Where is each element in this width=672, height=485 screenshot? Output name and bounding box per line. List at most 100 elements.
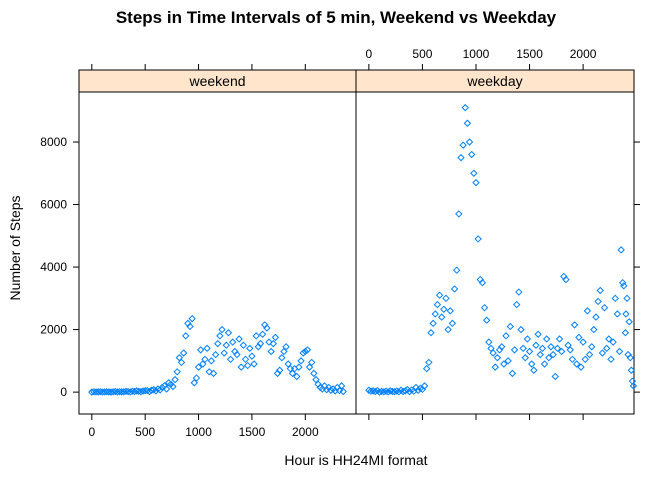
data-point <box>440 305 448 313</box>
data-point <box>517 325 525 334</box>
data-point <box>448 319 457 328</box>
data-point <box>583 307 592 315</box>
data-point <box>542 335 551 343</box>
data-point <box>337 382 346 390</box>
chart-title: Steps in Time Intervals of 5 min, Weeken… <box>116 8 557 27</box>
panel-frame-weekday <box>355 91 635 415</box>
data-point <box>243 361 252 370</box>
data-point <box>371 387 379 396</box>
data-point <box>231 347 239 356</box>
data-point <box>214 339 222 348</box>
data-point <box>314 380 322 389</box>
data-point <box>510 346 519 354</box>
data-point <box>627 366 636 374</box>
data-point <box>184 319 192 328</box>
x-tick-label: 500 <box>412 47 432 61</box>
data-point <box>318 385 327 393</box>
data-point <box>207 357 216 365</box>
data-point <box>310 369 318 378</box>
data-point <box>386 387 394 395</box>
data-point <box>307 358 316 367</box>
data-point <box>173 368 181 376</box>
data-point <box>269 339 277 348</box>
data-point <box>596 286 604 295</box>
data-point <box>623 294 631 303</box>
y-tick-label: 4000 <box>40 260 67 274</box>
data-point <box>472 178 480 187</box>
data-point <box>235 335 243 343</box>
data-point <box>506 322 514 331</box>
y-tick-label: 8000 <box>40 135 67 149</box>
data-point <box>282 343 290 351</box>
data-point <box>280 347 288 356</box>
data-point <box>433 300 442 309</box>
data-point <box>194 363 203 371</box>
data-point <box>293 372 301 381</box>
x-tick-label: 0 <box>88 425 95 439</box>
data-point <box>575 333 583 342</box>
data-point <box>602 344 611 353</box>
data-point <box>495 346 504 354</box>
data-point <box>216 332 224 340</box>
data-point <box>626 354 634 362</box>
data-point <box>162 385 171 393</box>
data-point <box>592 313 600 321</box>
data-point <box>530 366 538 374</box>
data-point <box>619 278 627 287</box>
data-point <box>568 355 577 363</box>
data-point <box>487 344 495 353</box>
data-point <box>224 329 233 337</box>
data-point <box>226 355 235 363</box>
x-tick-label: 1000 <box>463 47 490 61</box>
data-point <box>547 343 555 351</box>
data-point <box>425 358 433 367</box>
panel-strip-label: weekday <box>466 73 522 89</box>
data-point <box>523 335 532 343</box>
data-point <box>263 324 271 332</box>
data-point <box>444 325 452 334</box>
data-point <box>222 341 231 349</box>
data-point <box>457 153 465 162</box>
data-point <box>545 354 553 362</box>
data-point <box>461 103 469 112</box>
data-point <box>429 319 437 328</box>
data-point <box>624 350 632 359</box>
data-point <box>209 369 218 378</box>
data-point <box>587 343 596 351</box>
data-point <box>196 346 205 354</box>
data-point <box>339 387 347 396</box>
data-point <box>485 338 493 346</box>
data-point <box>220 349 228 357</box>
data-point <box>625 318 633 326</box>
data-point <box>497 343 506 351</box>
data-point <box>512 300 521 309</box>
data-point <box>205 368 213 376</box>
data-point <box>122 387 130 396</box>
data-point <box>459 141 467 149</box>
data-point <box>629 382 638 390</box>
data-point <box>442 294 450 303</box>
data-point <box>284 360 292 368</box>
data-point <box>617 246 625 254</box>
data-point <box>303 346 312 354</box>
data-point <box>521 354 529 362</box>
data-point <box>199 360 207 368</box>
data-point <box>175 354 184 362</box>
data-point <box>203 344 211 353</box>
data-point <box>478 278 487 287</box>
data-point <box>437 313 446 321</box>
data-point <box>192 374 201 382</box>
data-point <box>177 358 186 367</box>
data-point <box>508 369 517 378</box>
data-point <box>620 282 628 290</box>
data-point <box>295 363 303 371</box>
data-point <box>502 332 510 340</box>
data-point <box>431 310 439 318</box>
data-point <box>555 335 564 343</box>
data-point <box>551 372 559 381</box>
data-point <box>256 339 265 348</box>
data-point <box>171 375 179 384</box>
data-point <box>301 347 310 356</box>
data-point <box>467 150 476 159</box>
